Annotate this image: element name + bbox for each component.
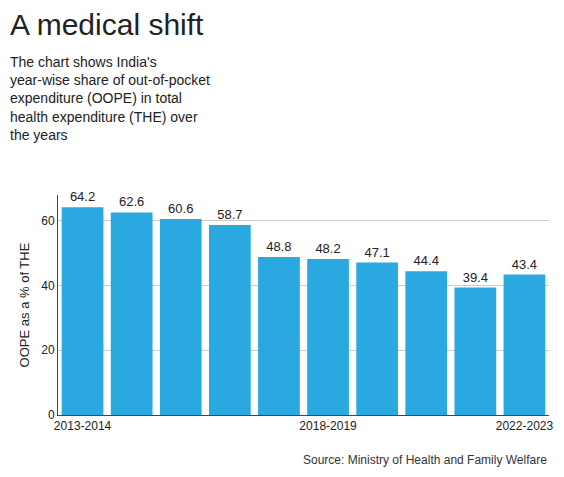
svg-text:OOPE as a % of THE: OOPE as a % of THE <box>17 242 32 367</box>
svg-text:39.4: 39.4 <box>463 270 488 285</box>
svg-text:2022-2023: 2022-2023 <box>496 419 554 433</box>
svg-text:40: 40 <box>41 279 55 293</box>
svg-text:43.4: 43.4 <box>512 257 537 272</box>
svg-text:20: 20 <box>41 343 55 357</box>
svg-text:Source: Ministry of Health and: Source: Ministry of Health and Family We… <box>303 453 547 467</box>
svg-text:0: 0 <box>48 408 55 422</box>
svg-text:2013-2014: 2013-2014 <box>54 419 112 433</box>
svg-text:The chart shows India'syear-wi: The chart shows India'syear-wise share o… <box>10 54 210 143</box>
svg-text:60: 60 <box>41 214 55 228</box>
svg-text:2018-2019: 2018-2019 <box>299 419 357 433</box>
svg-text:A medical shift: A medical shift <box>10 8 204 41</box>
svg-text:62.6: 62.6 <box>119 194 144 209</box>
svg-text:60.6: 60.6 <box>168 201 193 216</box>
svg-text:58.7: 58.7 <box>217 207 242 222</box>
svg-text:44.4: 44.4 <box>414 253 439 268</box>
svg-text:48.8: 48.8 <box>266 239 291 254</box>
svg-text:48.2: 48.2 <box>315 241 340 256</box>
svg-text:64.2: 64.2 <box>70 189 95 204</box>
svg-text:47.1: 47.1 <box>364 245 389 260</box>
